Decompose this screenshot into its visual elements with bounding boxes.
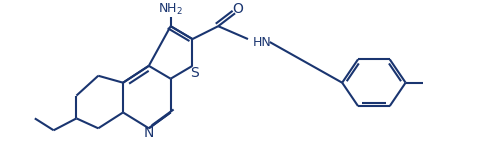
- Text: HN: HN: [252, 36, 271, 49]
- Text: N: N: [143, 126, 154, 140]
- Text: O: O: [232, 2, 243, 16]
- Text: S: S: [190, 66, 199, 80]
- Text: NH$_2$: NH$_2$: [158, 2, 183, 17]
